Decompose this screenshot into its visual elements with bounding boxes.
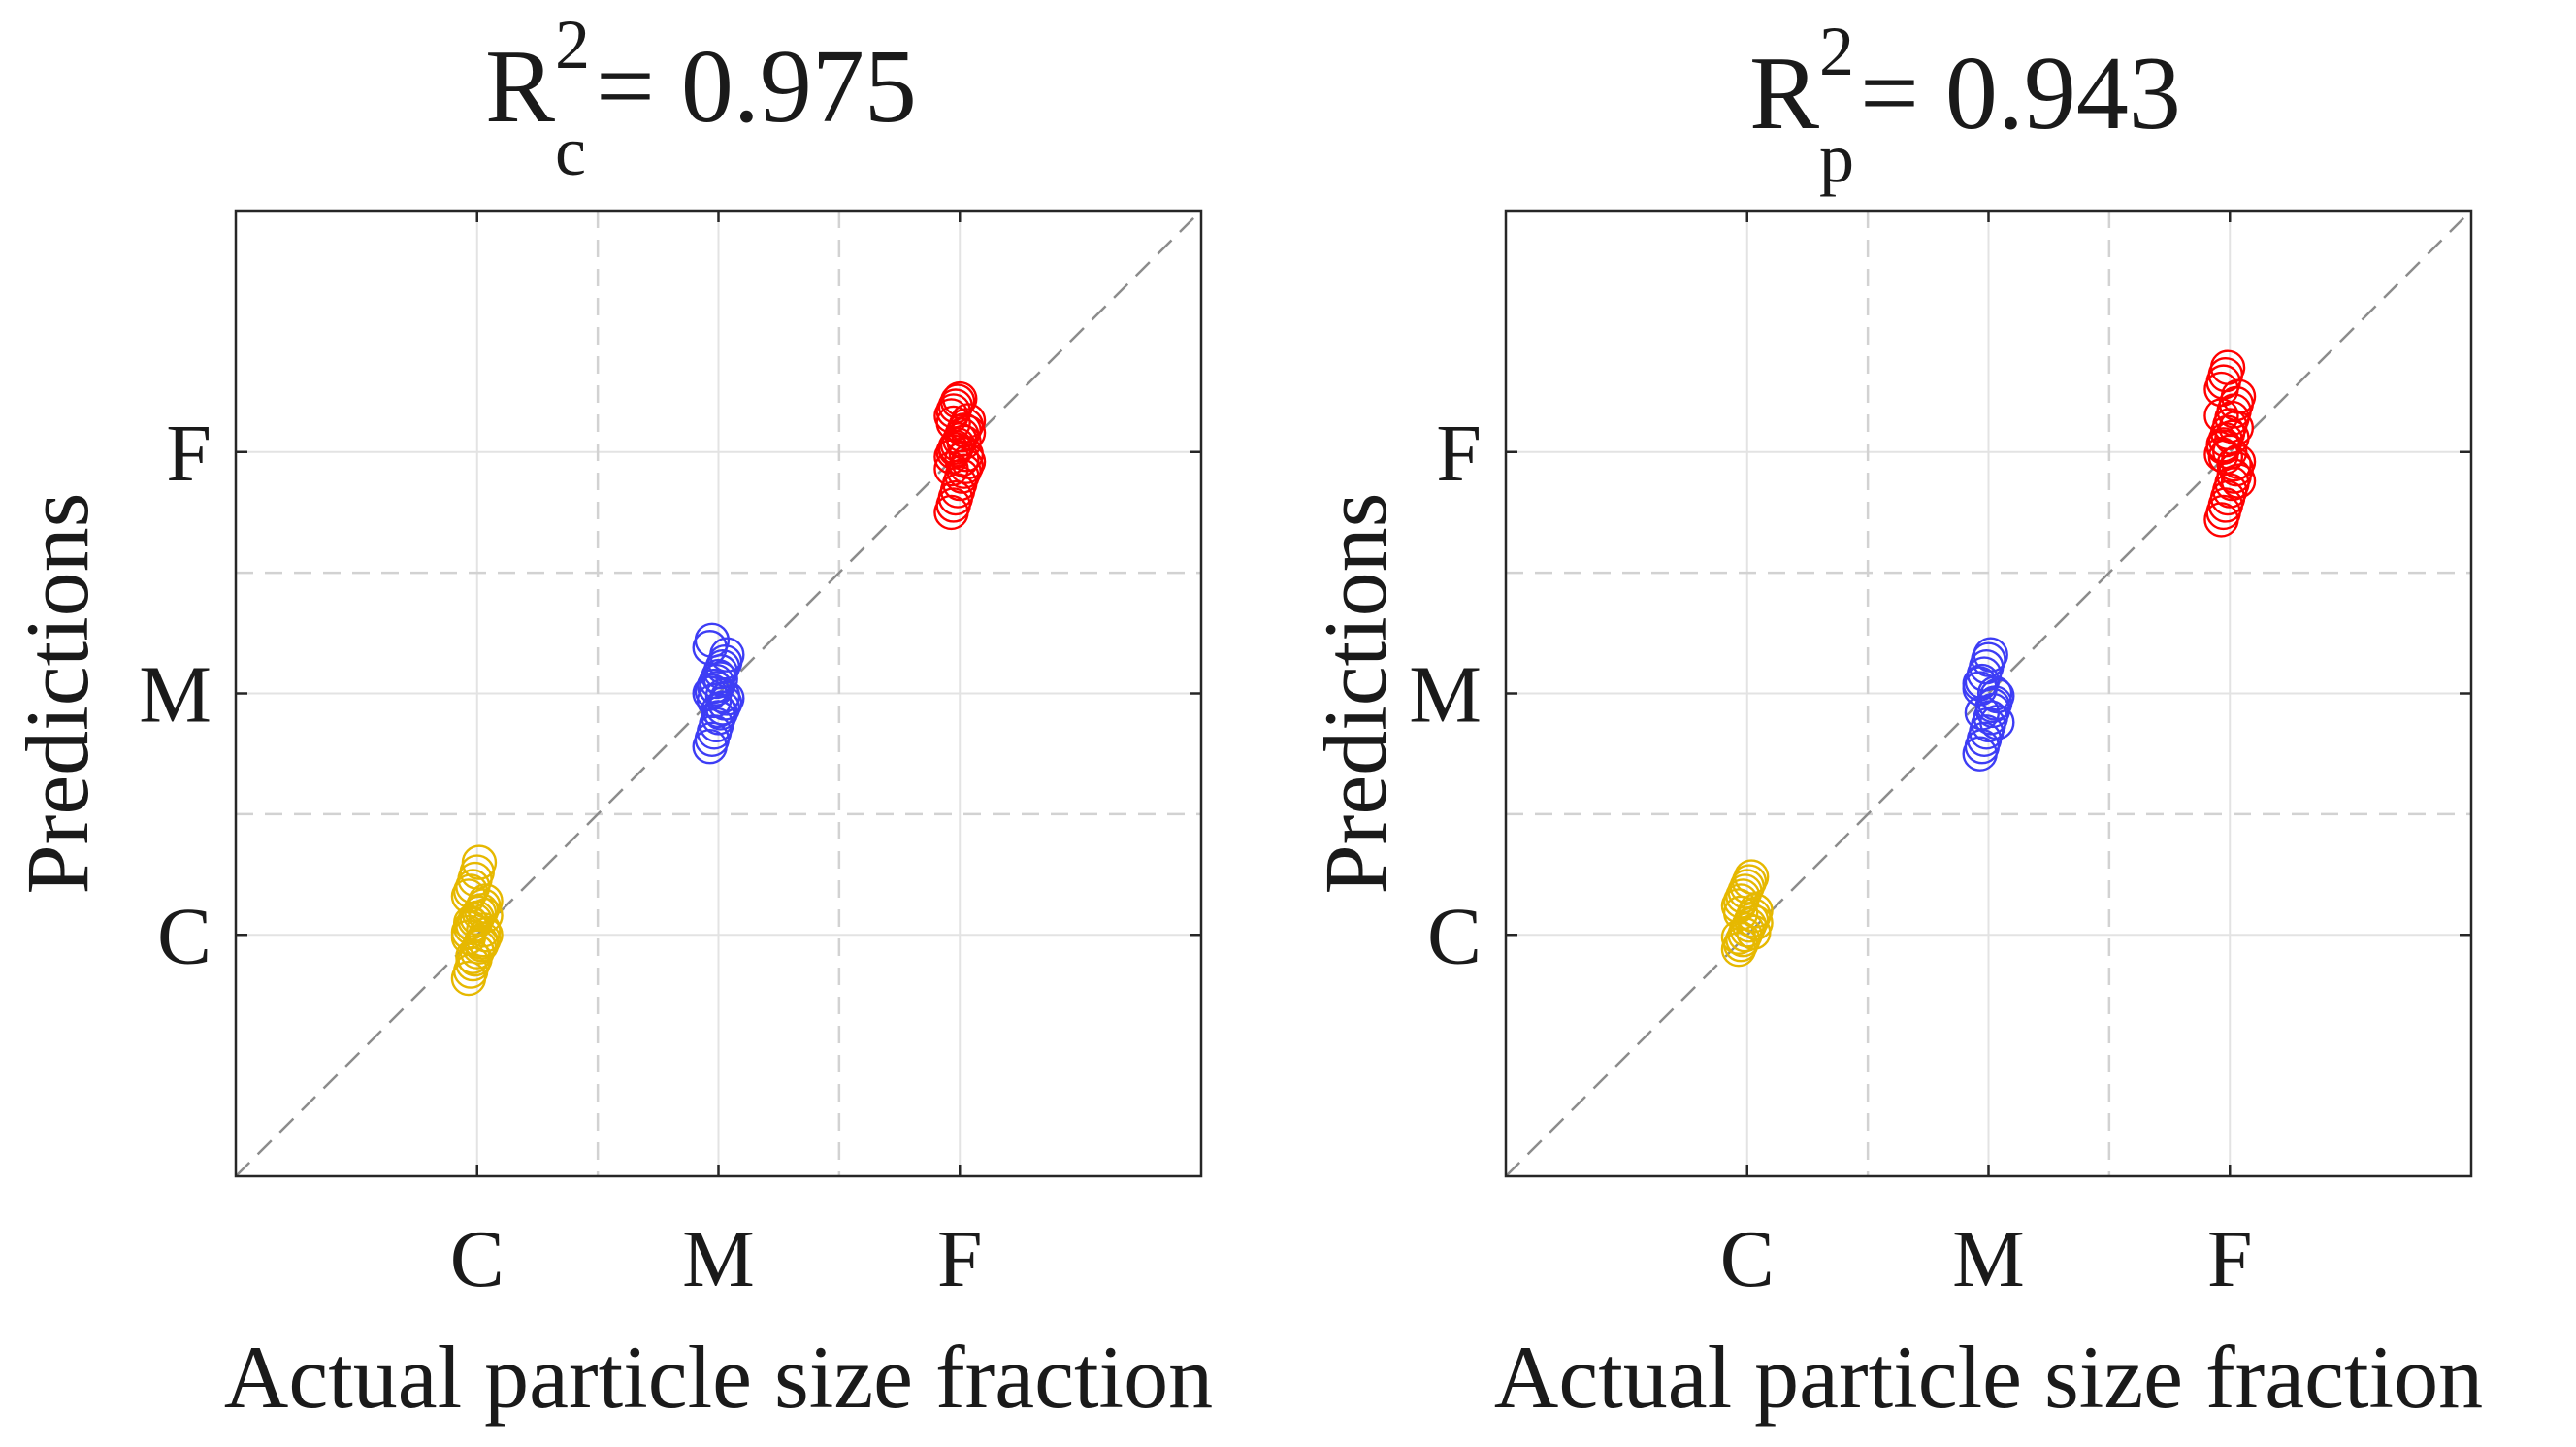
title-superscript: 2 — [1819, 13, 1854, 90]
data-point-medium — [1962, 666, 1998, 702]
identity-line — [1505, 210, 2472, 1177]
data-point-fine — [939, 383, 976, 419]
x-tick-label-f: F — [937, 1214, 983, 1304]
x-axis-label: Actual particle size fraction — [224, 1328, 1213, 1427]
data-point-medium — [709, 637, 745, 673]
x-tick-label-m: M — [682, 1214, 755, 1304]
data-point-coarse — [1720, 919, 1757, 955]
identity-line — [235, 210, 1202, 1177]
x-tick-label-m: M — [1952, 1214, 2025, 1304]
data-point-medium — [1964, 695, 2001, 731]
data-point-coarse — [461, 844, 498, 880]
series-medium — [692, 622, 745, 765]
data-point-coarse — [1733, 859, 1770, 895]
series-coarse — [1720, 859, 1774, 968]
title-value: = 0.943 — [1860, 36, 2181, 151]
data-point-coarse — [450, 919, 487, 955]
data-point-fine — [2209, 349, 2246, 385]
data-point-fine — [2216, 445, 2252, 482]
y-tick-label-f: F — [166, 409, 212, 499]
data-point-fine — [2205, 427, 2241, 463]
data-point-medium — [1974, 687, 2011, 724]
series-medium — [1962, 637, 2015, 772]
x-axis-label: Actual particle size fraction — [1494, 1328, 2483, 1427]
data-point-fine — [935, 405, 971, 442]
y-axis-label: Predictions — [1306, 493, 1405, 895]
data-point-medium — [704, 677, 741, 714]
x-tick-label-c: C — [1720, 1214, 1775, 1304]
chart-panel-prediction: C M F C M F Actual particle size fraction Predi… — [1306, 13, 2483, 1427]
y-axis-label: Predictions — [8, 493, 107, 895]
x-tick-label-c: C — [450, 1214, 505, 1304]
title-base: R — [485, 29, 555, 145]
y-tick-label-c: C — [1427, 891, 1482, 981]
series-coarse — [450, 844, 504, 997]
data-point-fine — [933, 450, 969, 487]
data-point-coarse — [455, 938, 491, 974]
chart-title: R 2 p = 0.943 — [1749, 13, 2181, 197]
y-tick-label-m: M — [139, 650, 212, 740]
series-fine — [933, 380, 987, 531]
data-point-fine — [948, 437, 985, 473]
series-fine — [2203, 349, 2257, 538]
chart-title: R 2 c = 0.975 — [485, 6, 917, 190]
title-subscript: p — [1819, 119, 1854, 197]
data-point-medium — [694, 622, 731, 658]
data-point-fine — [2203, 398, 2239, 434]
title-base: R — [1749, 36, 1819, 151]
data-point-fine — [2207, 439, 2244, 475]
title-subscript: c — [555, 113, 586, 190]
chart-panel-calibration: C M F C M F Actual particle size fraction Predi… — [8, 6, 1213, 1427]
title-superscript: 2 — [555, 6, 590, 83]
data-point-coarse — [1722, 895, 1759, 932]
data-point-medium — [1971, 641, 2006, 677]
data-point-fine — [942, 380, 978, 417]
data-point-medium — [701, 692, 736, 729]
y-tick-label-m: M — [1409, 650, 1482, 740]
y-tick-label-c: C — [157, 891, 212, 981]
data-point-fine — [2220, 463, 2257, 499]
title-value: = 0.975 — [596, 29, 917, 145]
y-tick-label-f: F — [1436, 409, 1482, 499]
x-tick-label-f: F — [2207, 1214, 2253, 1304]
data-point-medium — [702, 661, 738, 697]
data-point-fine — [937, 429, 974, 465]
